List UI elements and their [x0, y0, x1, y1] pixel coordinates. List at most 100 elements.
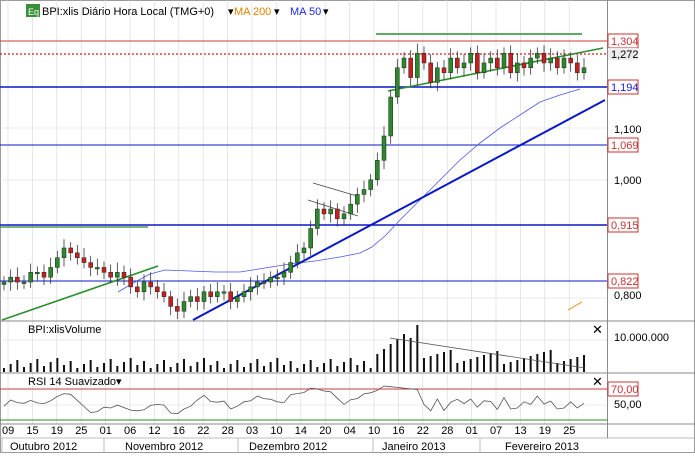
- volume-bar: [463, 361, 465, 372]
- volume-bar: [76, 368, 79, 372]
- candle-body: [521, 62, 527, 69]
- volume-bar: [396, 339, 399, 372]
- volume-bar: [149, 368, 152, 372]
- candle-body: [388, 96, 393, 137]
- candlestick-series[interactable]: [1, 43, 587, 320]
- volume-bar: [563, 361, 565, 372]
- volume-bar: [176, 363, 179, 372]
- volume-bar: [143, 361, 145, 372]
- day-tick-label: 16: [392, 425, 404, 437]
- candle-body: [408, 57, 413, 78]
- symbol-title[interactable]: BPI:xlis Diário Hora Local (TMG+0): [42, 6, 214, 18]
- volume-bar: [529, 356, 532, 372]
- candle-body: [575, 62, 580, 73]
- volume-bar: [323, 363, 325, 372]
- volume-bar: [136, 365, 139, 372]
- volume-bar: [429, 356, 432, 372]
- volume-bar: [336, 366, 339, 372]
- price-axis[interactable]: 1,304 1,272 1,194 1,100 1,069 1,000 0,91…: [607, 33, 642, 302]
- volume-trend-line[interactable]: [389, 337, 586, 369]
- day-tick-label: 22: [197, 425, 209, 437]
- price-tick-1000: 1,000: [614, 175, 642, 187]
- volume-bar: [209, 365, 212, 372]
- ma50-chevron-icon[interactable]: ▾: [323, 6, 329, 18]
- candle-body: [401, 57, 407, 69]
- day-tick-label: 12: [148, 425, 160, 437]
- candle-body: [215, 291, 220, 297]
- uptrend-line-green-left[interactable]: [1, 265, 159, 321]
- candle-body: [321, 208, 327, 215]
- price-label-0822: 0,822: [611, 276, 639, 288]
- candle-body: [8, 276, 13, 283]
- time-axis[interactable]: 09 15 19 25 01 06 12 16 22 28 03 10 14 20 04 10 16 22 28 01…: [2, 425, 575, 437]
- candle-body: [168, 296, 173, 307]
- volume-bar: [16, 360, 19, 372]
- candle-body: [248, 286, 253, 293]
- candle-body: [201, 291, 207, 302]
- uptrend-line-green-right[interactable]: [387, 47, 604, 92]
- volume-bar: [516, 360, 519, 372]
- flag-line-upper[interactable]: [312, 182, 358, 197]
- volume-panel-title[interactable]: BPI:xlisVolume: [28, 324, 101, 336]
- volume-bar: [9, 364, 12, 372]
- ma50-legend[interactable]: MA 50: [290, 6, 321, 18]
- rsi-close-icon[interactable]: ✕: [592, 374, 603, 389]
- volume-bar: [183, 359, 185, 372]
- candle-body: [481, 62, 487, 73]
- candle-body: [155, 286, 160, 293]
- rsi-level-50: 50,00: [614, 399, 642, 411]
- volume-bar: [423, 358, 425, 372]
- symbol-menu-chevron-icon[interactable]: ▾: [228, 6, 234, 18]
- volume-bar: [503, 364, 505, 372]
- candle-body: [195, 296, 200, 302]
- rsi-panel-title[interactable]: RSI 14 Suavizado: [28, 376, 116, 388]
- volume-bar: [536, 354, 539, 372]
- day-tick-label: 10: [368, 425, 380, 437]
- day-tick-label: 20: [319, 425, 331, 437]
- candle-body: [208, 291, 213, 297]
- volume-bar: [256, 359, 259, 372]
- volume-bar: [509, 362, 512, 372]
- candle-body: [281, 272, 287, 278]
- candle-body: [561, 57, 567, 69]
- volume-bar: [389, 344, 392, 372]
- volume-bar: [296, 368, 299, 372]
- month-label-nov-2012: Novembro 2012: [125, 441, 203, 453]
- volume-bar: [43, 366, 45, 372]
- eq-icon[interactable]: [26, 4, 40, 17]
- candle-body: [355, 194, 360, 205]
- day-tick-label: 16: [173, 425, 185, 437]
- volume-bar: [496, 351, 499, 372]
- candle-body: [68, 247, 73, 254]
- candle-body: [188, 296, 193, 302]
- volume-bar: [416, 325, 419, 372]
- month-label-dec-2012: Dezembro 2012: [249, 441, 327, 453]
- day-tick-label: 09: [2, 425, 14, 437]
- volume-bar: [3, 368, 5, 372]
- rsi-chevron-icon[interactable]: ▾: [116, 376, 122, 388]
- volume-bar: [443, 352, 445, 372]
- candle-body: [128, 276, 133, 288]
- candle-body: [95, 267, 100, 270]
- ma200-chevron-icon[interactable]: ▾: [274, 6, 280, 18]
- uptrend-line-blue[interactable]: [192, 99, 606, 321]
- candle-body: [235, 296, 240, 302]
- ma200-legend[interactable]: MA 200: [234, 6, 271, 18]
- price-label-1194: 1,194: [611, 82, 639, 94]
- volume-bar: [56, 358, 59, 372]
- price-label-box: [607, 217, 639, 233]
- price-label-1272: 1,272: [611, 49, 639, 61]
- price-label-box: [608, 48, 638, 60]
- volume-bar: [156, 364, 159, 372]
- candle-body: [181, 301, 187, 312]
- day-tick-label: 03: [246, 425, 258, 437]
- candle-body: [295, 252, 300, 263]
- volume-bar: [103, 363, 105, 372]
- volume-close-icon[interactable]: ✕: [592, 322, 603, 337]
- volume-bar: [216, 361, 219, 372]
- candle-body: [21, 281, 27, 284]
- day-tick-label: 15: [26, 425, 38, 437]
- volume-bar: [376, 354, 379, 372]
